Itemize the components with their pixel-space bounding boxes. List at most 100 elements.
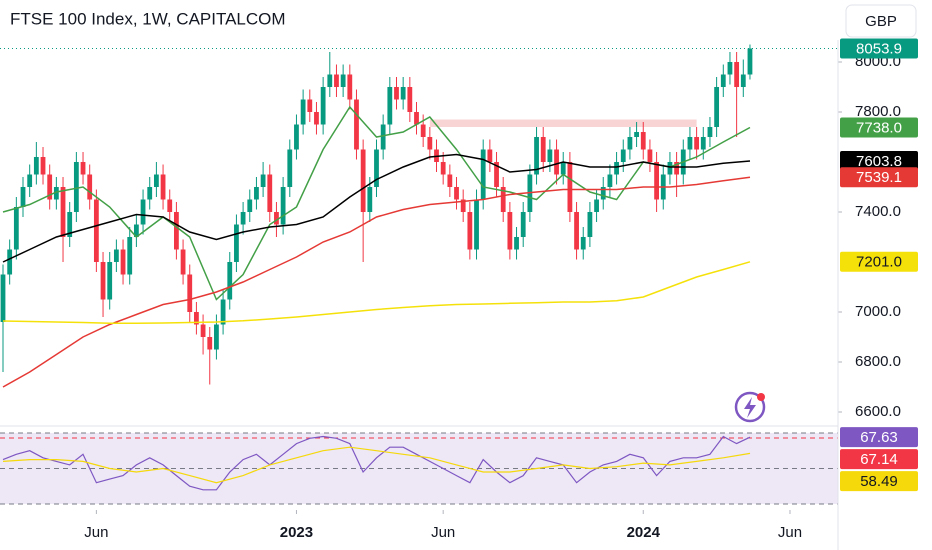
candle-body [367, 187, 373, 212]
moving-average-tag: 7539.1 [856, 169, 902, 186]
candle-body [747, 48, 753, 75]
candle-body [480, 149, 486, 200]
candle-body [400, 87, 406, 100]
candle-body [594, 199, 599, 212]
candle-body [160, 174, 166, 200]
candle-body [540, 137, 546, 162]
candle-body [307, 99, 313, 112]
rsi-tag-bg [840, 427, 918, 448]
candle-body [113, 249, 119, 262]
moving-average-line [2, 153, 751, 263]
candle-body [0, 274, 6, 322]
candle-body [300, 99, 306, 125]
x-tick-label: 2023 [280, 524, 313, 541]
candle-body [560, 162, 566, 175]
rsi-tag: 67.63 [860, 429, 898, 446]
candle-body [460, 199, 466, 212]
candle-body [467, 212, 473, 250]
y-tick-label: 6800.0 [855, 353, 901, 370]
candle-body [394, 87, 399, 100]
candle-body [687, 137, 693, 150]
moving-average-line [2, 176, 751, 388]
candle-body [600, 187, 606, 200]
currency-button[interactable] [845, 4, 917, 38]
resistance-zone [429, 119, 697, 127]
candle-body [667, 162, 673, 175]
candle-body [707, 127, 713, 137]
candle-body [200, 324, 206, 337]
candle-body [454, 187, 459, 200]
candle-body [700, 137, 706, 150]
candle-body [260, 174, 266, 187]
candle-body [127, 237, 133, 275]
alert-icon-bolt[interactable] [744, 397, 756, 418]
candle-body [107, 262, 113, 300]
candle-body [93, 199, 99, 262]
y-tick-label: 7400.0 [855, 203, 901, 220]
candle-body [40, 157, 46, 175]
candle-body [27, 174, 33, 187]
candle-body [220, 299, 226, 325]
alert-icon-ring[interactable] [734, 391, 766, 423]
rsi-tag-bg [840, 449, 918, 470]
candle-body [440, 162, 446, 175]
candle-body [447, 174, 453, 187]
candle-body [267, 174, 273, 212]
candle-body [187, 274, 193, 312]
y-tick-label: 6600.0 [855, 403, 901, 420]
candle-body [347, 74, 353, 100]
candle-body [180, 249, 186, 275]
candle-body [580, 237, 586, 250]
candle-body [547, 149, 553, 162]
candle-body [414, 112, 419, 125]
candle-body [53, 187, 59, 200]
candle-body [520, 212, 526, 237]
alert-icon[interactable] [734, 391, 766, 423]
candle-body [727, 62, 733, 75]
candle-body [133, 224, 139, 237]
moving-average-line [2, 261, 751, 325]
candle-body [354, 99, 359, 150]
candle-body [140, 199, 146, 225]
candle-body [627, 137, 633, 150]
candle-body [60, 187, 66, 237]
alert-icon-dot[interactable] [757, 393, 765, 401]
moving-average-tag: 7603.8 [856, 153, 902, 170]
rsi-tag: 58.49 [860, 473, 898, 490]
candle-body [287, 149, 293, 187]
moving-average-tag-bg [840, 151, 918, 172]
candle-body [87, 174, 93, 200]
currency-label[interactable]: GBP [865, 13, 897, 30]
candle-body [647, 149, 653, 162]
candle-body [334, 74, 339, 87]
candle-body [674, 162, 680, 175]
candle-body [247, 199, 253, 212]
candle-body [153, 174, 159, 187]
candle-body [194, 312, 199, 325]
candle-body [280, 187, 286, 225]
candle-body [740, 74, 746, 87]
candle-body [427, 137, 433, 150]
candle-body [534, 137, 539, 175]
last-price-tag: 8053.9 [856, 40, 902, 57]
candle-body [33, 157, 39, 175]
y-tick-label: 7000.0 [855, 303, 901, 320]
candle-body [507, 212, 513, 250]
candle-body [320, 87, 326, 125]
moving-average-tag-bg [840, 167, 918, 188]
candle-body [254, 187, 259, 200]
candle-body [294, 124, 299, 150]
candle-body [174, 212, 179, 250]
candle-body [514, 237, 519, 250]
candle-body [500, 187, 506, 212]
candle-body [207, 337, 213, 350]
candle-body [147, 187, 153, 200]
candle-body [327, 74, 333, 87]
candle-body [7, 249, 13, 275]
candle-body [640, 132, 646, 150]
candle-body [120, 249, 126, 275]
candle-body [214, 324, 219, 350]
candle-body [360, 149, 366, 212]
